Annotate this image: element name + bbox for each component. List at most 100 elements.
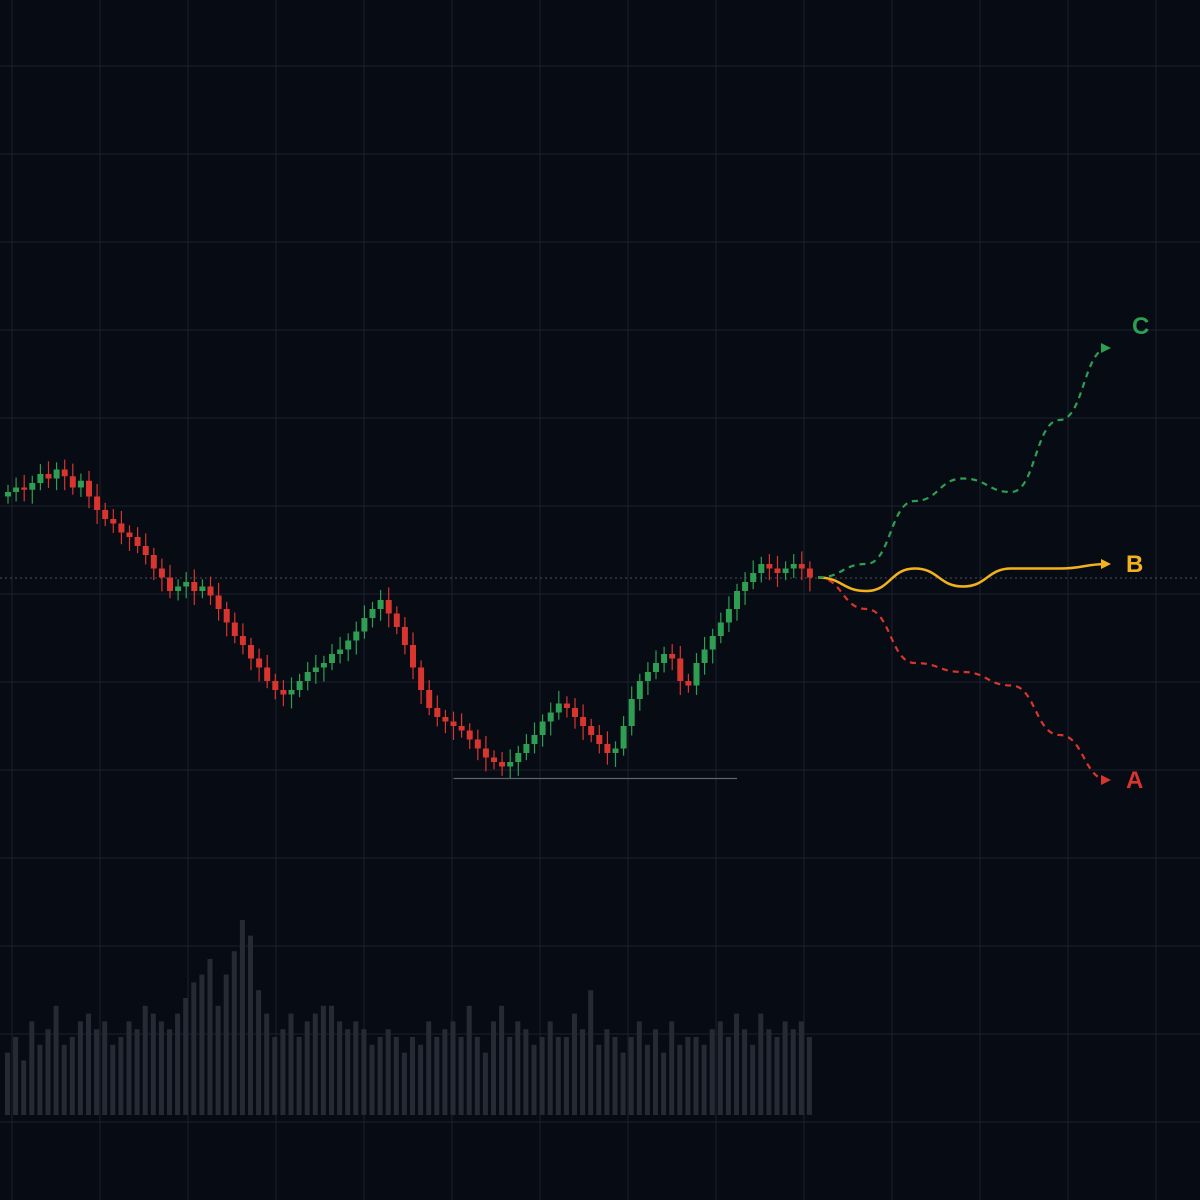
candle bbox=[418, 660, 425, 704]
candle bbox=[766, 554, 773, 581]
volume-bar bbox=[369, 1044, 375, 1115]
candle bbox=[426, 680, 433, 716]
candle-body bbox=[588, 726, 595, 735]
candle bbox=[636, 673, 643, 711]
candle bbox=[806, 561, 813, 592]
volume-bar bbox=[628, 1037, 634, 1115]
candle bbox=[709, 628, 716, 664]
volume-bar bbox=[774, 1037, 780, 1115]
candle-body bbox=[175, 586, 182, 591]
candle-body bbox=[563, 703, 570, 708]
volume-bar bbox=[458, 1037, 464, 1115]
candle bbox=[345, 633, 352, 662]
volume-bar bbox=[580, 1029, 586, 1115]
candle bbox=[580, 704, 587, 740]
candle-body bbox=[45, 474, 52, 479]
volume-bar bbox=[547, 1021, 553, 1115]
volume-bar bbox=[539, 1037, 545, 1115]
volume-bar bbox=[798, 1021, 804, 1115]
candle-body bbox=[418, 667, 425, 690]
candle bbox=[231, 612, 238, 644]
candle bbox=[572, 698, 578, 729]
volume-bar bbox=[806, 1037, 812, 1115]
candle bbox=[555, 690, 562, 720]
candle bbox=[499, 752, 506, 776]
candle-body bbox=[450, 721, 457, 726]
candle bbox=[37, 464, 44, 491]
volume-bar bbox=[231, 951, 237, 1115]
volume-bar bbox=[385, 1029, 391, 1115]
candle bbox=[13, 477, 20, 502]
volume-bar bbox=[523, 1029, 529, 1115]
candle bbox=[734, 583, 740, 621]
candle-body bbox=[29, 483, 36, 490]
candle-body bbox=[572, 708, 578, 717]
candle bbox=[434, 695, 441, 727]
candle-body bbox=[685, 681, 692, 686]
candle-body bbox=[401, 627, 408, 645]
volume-bar bbox=[45, 1029, 51, 1115]
volume-bar bbox=[466, 1005, 472, 1115]
candle-body bbox=[774, 568, 781, 573]
candle bbox=[531, 722, 538, 754]
scenario-projections: A B C bbox=[817, 313, 1149, 794]
candle bbox=[239, 623, 246, 655]
candle bbox=[774, 555, 781, 587]
volume-bar bbox=[450, 1021, 456, 1115]
candle bbox=[491, 750, 497, 770]
candle-body bbox=[669, 654, 676, 659]
candle bbox=[466, 723, 473, 749]
candle-body bbox=[191, 582, 198, 591]
candle bbox=[191, 569, 198, 605]
volume-bar bbox=[86, 1013, 91, 1115]
candle bbox=[337, 636, 344, 664]
candle bbox=[312, 654, 319, 684]
candle bbox=[750, 560, 757, 590]
volume-bar bbox=[410, 1037, 415, 1115]
candle-body bbox=[5, 492, 11, 497]
candle bbox=[369, 601, 376, 628]
candle-body bbox=[580, 717, 587, 726]
candle-body bbox=[677, 658, 684, 681]
candle bbox=[329, 644, 335, 671]
volume-bar bbox=[320, 1005, 326, 1115]
candle-body bbox=[507, 762, 514, 767]
volume-bar bbox=[474, 1037, 480, 1115]
candle bbox=[685, 673, 692, 693]
candle bbox=[693, 653, 700, 695]
candle bbox=[547, 702, 554, 736]
volume-bar bbox=[677, 1044, 683, 1115]
volume-bar bbox=[53, 1005, 59, 1115]
candle bbox=[442, 709, 449, 734]
candle-body bbox=[393, 613, 400, 627]
candle-body bbox=[499, 762, 506, 767]
candle bbox=[474, 729, 481, 761]
candle bbox=[134, 527, 141, 554]
volume-bar bbox=[750, 1044, 756, 1115]
candle-body bbox=[491, 757, 497, 762]
volume-bar bbox=[280, 1029, 286, 1115]
volume-bar bbox=[167, 1029, 172, 1115]
candle bbox=[669, 644, 676, 671]
candle-body bbox=[118, 523, 125, 533]
volume-bar bbox=[612, 1037, 618, 1115]
volume-bar bbox=[491, 1021, 496, 1115]
candle bbox=[167, 564, 173, 599]
candle-body bbox=[215, 595, 222, 609]
candle-body bbox=[369, 609, 376, 618]
candle bbox=[628, 686, 635, 736]
candle bbox=[45, 461, 52, 488]
candle-body bbox=[256, 658, 263, 668]
volume-bar bbox=[563, 1037, 569, 1115]
candle-body bbox=[555, 703, 562, 713]
volume-bar bbox=[515, 1021, 521, 1115]
candle bbox=[410, 632, 416, 680]
candle-body bbox=[539, 721, 546, 735]
candle bbox=[29, 475, 36, 504]
volume-bar bbox=[555, 1037, 561, 1115]
candle bbox=[118, 510, 125, 545]
volume-bar bbox=[256, 990, 262, 1115]
volume-bar bbox=[264, 1013, 270, 1115]
scenario-a-label: A bbox=[1126, 767, 1143, 794]
